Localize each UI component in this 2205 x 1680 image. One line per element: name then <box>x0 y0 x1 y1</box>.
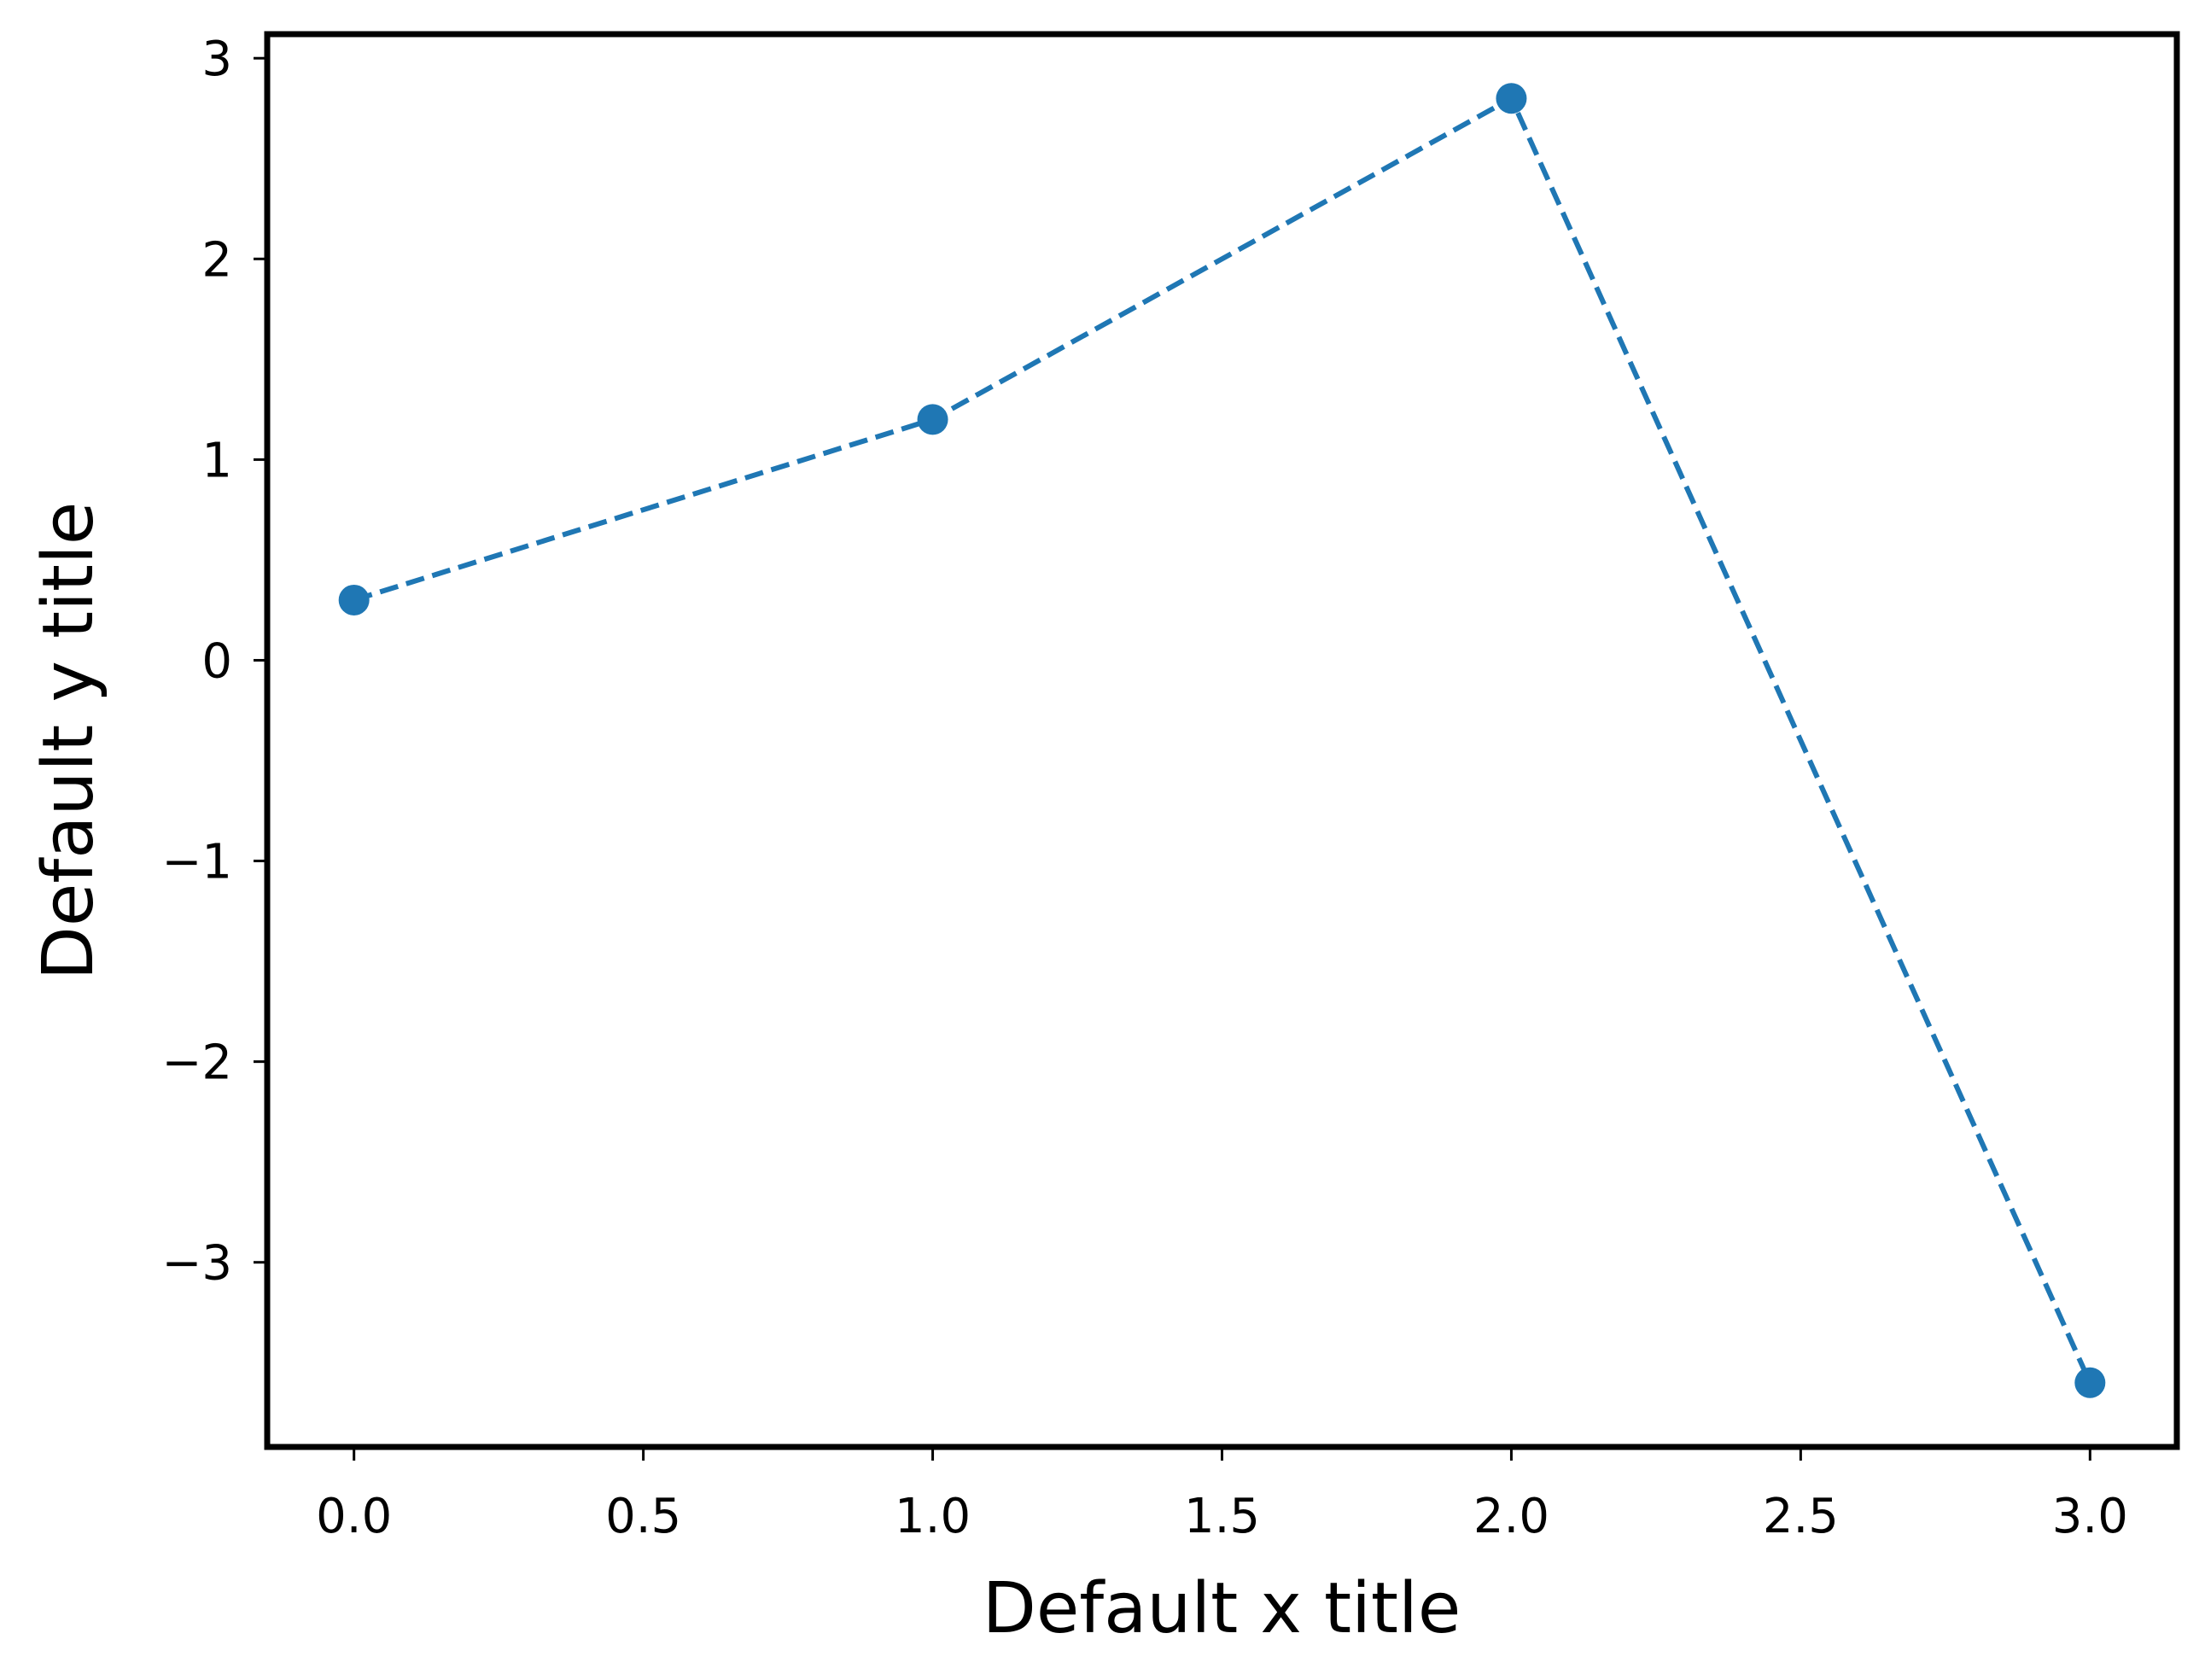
x-tick-label: 0.0 <box>316 1489 392 1544</box>
x-tick-label: 1.5 <box>1184 1489 1260 1544</box>
series-layer <box>338 83 2106 1398</box>
x-tick-label: 2.5 <box>1763 1489 1839 1544</box>
y-tick-label: 3 <box>201 32 232 87</box>
x-tick-label: 2.0 <box>1473 1489 1549 1544</box>
data-point <box>917 404 948 435</box>
y-tick-label: 2 <box>201 232 232 288</box>
y-tick-label: −1 <box>161 835 232 890</box>
x-axis-title: Default x title <box>983 1568 1461 1649</box>
x-tick-label: 0.5 <box>605 1489 681 1544</box>
y-tick-label: −3 <box>161 1236 232 1292</box>
y-axis: −3 −2 −1 0 1 2 3 <box>161 32 267 1292</box>
y-tick-label: 1 <box>201 433 232 488</box>
series-line <box>353 95 2093 1385</box>
x-tick-label: 3.0 <box>2052 1489 2128 1544</box>
y-tick-label: 0 <box>201 633 232 689</box>
data-point <box>338 584 370 615</box>
x-tick-label: 1.0 <box>895 1489 971 1544</box>
y-axis-title: Default y title <box>28 502 109 981</box>
data-point <box>2074 1367 2106 1398</box>
y-tick-label: −2 <box>161 1035 232 1091</box>
x-axis: 0.0 0.5 1.0 1.5 2.0 2.5 3.0 <box>316 1447 2128 1544</box>
data-point <box>1496 83 1527 114</box>
